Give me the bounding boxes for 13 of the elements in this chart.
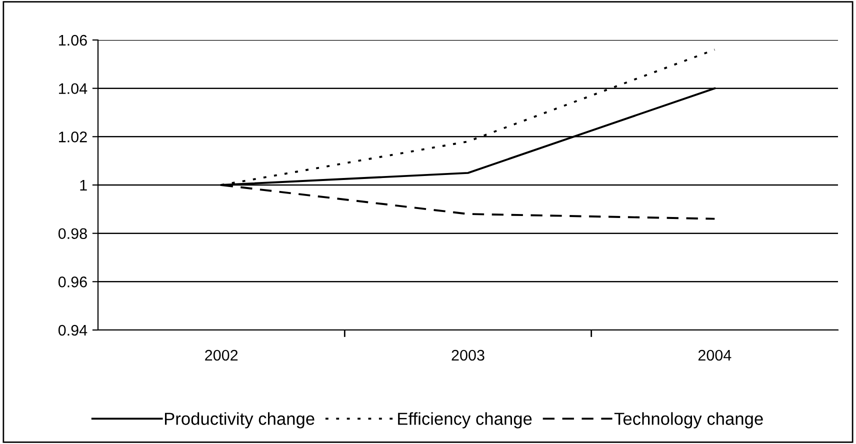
x-tick-label: 2003 — [452, 350, 484, 361]
legend-label: Technology change — [614, 412, 763, 428]
y-tick-label: 0.96 — [58, 276, 87, 288]
legend-label: Productivity change — [164, 412, 314, 428]
legend-label: Efficiency change — [398, 412, 532, 428]
y-tick-label: 0.98 — [58, 228, 87, 240]
y-tick-label: 0.94 — [58, 324, 88, 336]
x-tick-label: 2004 — [698, 350, 732, 361]
y-tick-label: 1.06 — [59, 34, 87, 46]
x-tick-label: 2002 — [205, 350, 238, 361]
y-tick-label: 1.04 — [59, 83, 88, 94]
y-tick-label: 1 — [80, 180, 87, 191]
y-tick-label: 1.02 — [59, 132, 87, 142]
